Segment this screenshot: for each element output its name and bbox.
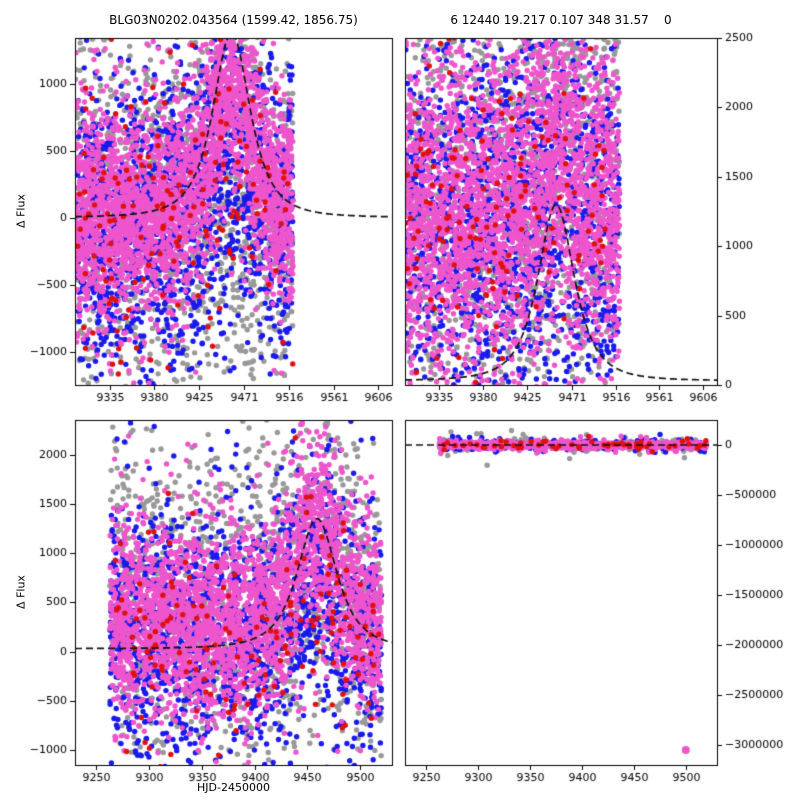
panel-title-left: BLG03N0202.043564 (1599.42, 1856.75) [109,13,358,27]
y-axis-label-top: Δ Flux [14,194,28,228]
y-axis-label-bottom: Δ Flux [14,575,28,609]
x-axis-label: HJD-2450000 [197,781,270,794]
panel-title-right: 6 12440 19.217 0.107 348 31.57 0 [450,13,672,27]
